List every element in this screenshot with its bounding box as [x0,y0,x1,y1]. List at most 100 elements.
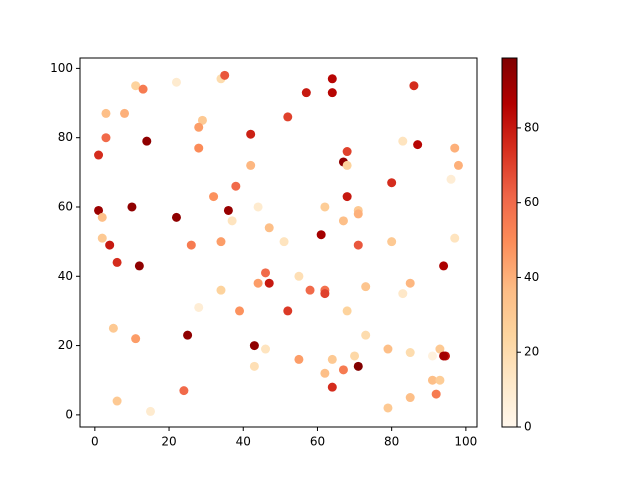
x-tick-label: 60 [310,435,325,449]
point [387,178,397,188]
point [131,334,141,344]
point [127,202,137,212]
point [353,240,363,250]
y-tick-label: 20 [58,338,73,352]
point [194,302,204,312]
point [453,160,463,170]
point [450,233,460,243]
point [446,174,456,184]
point [261,268,271,278]
point [320,368,330,378]
point [216,285,226,295]
point [101,108,111,118]
colorbar-tick-label: 40 [524,270,539,284]
point [246,160,256,170]
point [138,84,148,94]
colorbar-tick-label: 60 [524,195,539,209]
point [320,289,330,299]
point [405,348,415,358]
point [342,306,352,316]
point [105,240,115,250]
point [427,375,437,385]
y-tick-label: 40 [58,269,73,283]
point [405,393,415,403]
point [194,122,204,132]
point [249,341,259,351]
point [353,361,363,371]
point [223,205,233,215]
point [327,354,337,364]
point [439,261,449,271]
x-tick-label: 40 [236,435,251,449]
point [361,330,371,340]
point [101,133,111,143]
point [134,261,144,271]
point [342,147,352,157]
point [142,136,152,146]
point [197,115,207,125]
point [179,386,189,396]
point [194,143,204,153]
point [186,240,196,250]
point [264,223,274,233]
point [235,306,245,316]
point [231,181,241,191]
x-tick-label: 20 [161,435,176,449]
point [171,77,181,87]
point [320,202,330,212]
point [227,216,237,226]
colorbar [501,57,518,428]
point [183,330,193,340]
plot-frame [79,57,478,428]
point [131,81,141,91]
y-tick-label: 80 [58,130,73,144]
colorbar-tick-label: 0 [524,420,532,434]
point [413,140,423,150]
point [171,212,181,222]
point [398,289,408,299]
point [350,351,360,361]
point [342,192,352,202]
point [353,209,363,219]
point [94,150,104,160]
point [439,351,449,361]
point [253,202,263,212]
point [305,285,315,295]
point [279,237,289,247]
point [264,278,274,288]
point [427,351,437,361]
point [246,129,256,139]
point [327,88,337,98]
point [283,306,293,316]
point [120,108,130,118]
point [249,361,259,371]
point [108,323,118,333]
y-tick-label: 60 [58,199,73,213]
point [112,257,122,267]
point [253,278,263,288]
point [316,230,326,240]
point [398,136,408,146]
point [220,70,230,80]
point [342,160,352,170]
point [327,74,337,84]
y-tick-label: 100 [50,61,73,75]
x-tick-label: 0 [91,435,99,449]
point [97,212,107,222]
point [450,143,460,153]
point [145,406,155,416]
point [435,344,445,354]
colorbar-tick-label: 80 [524,120,539,134]
point [387,237,397,247]
y-tick-label: 0 [65,407,73,421]
point [405,278,415,288]
point [383,403,393,413]
point [283,112,293,122]
point [338,216,348,226]
point [261,344,271,354]
point [338,365,348,375]
point [97,233,107,243]
x-tick-label: 80 [384,435,399,449]
point [209,192,219,202]
